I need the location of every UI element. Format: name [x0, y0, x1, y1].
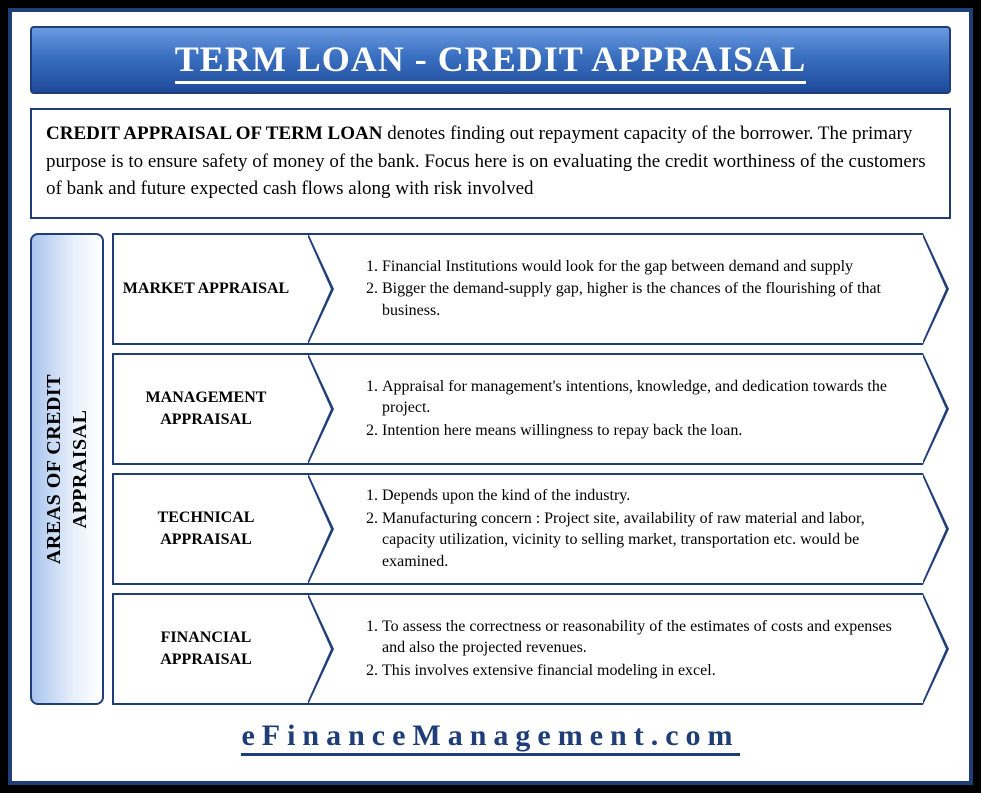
appraisal-body-financial: To assess the correctness or reasonabili…: [308, 593, 923, 705]
appraisal-body-market: Financial Institutions would look for th…: [308, 233, 923, 345]
intro-lead: CREDIT APPRAISAL OF TERM LOAN: [46, 123, 382, 144]
sidebar-label: AREAS OF CREDITAPPRAISAL: [41, 374, 93, 564]
point: Intention here means willingness to repa…: [382, 420, 893, 442]
footer: eFinanceManagement.com: [30, 719, 951, 753]
page-title: TERM LOAN - CREDIT APPRAISAL: [175, 39, 806, 84]
label-text: FINANCIAL APPRAISAL: [122, 627, 290, 670]
appraisal-row: TECHNICAL APPRAISAL Depends upon the kin…: [112, 473, 923, 585]
appraisal-rows: MARKET APPRAISAL Financial Institutions …: [112, 233, 951, 705]
infographic-frame: TERM LOAN - CREDIT APPRAISAL CREDIT APPR…: [8, 8, 973, 785]
point: This involves extensive financial modeli…: [382, 660, 893, 682]
sidebar: AREAS OF CREDITAPPRAISAL: [30, 233, 104, 705]
point: Bigger the demand-supply gap, higher is …: [382, 278, 893, 321]
appraisal-row: MARKET APPRAISAL Financial Institutions …: [112, 233, 923, 345]
point: To assess the correctness or reasonabili…: [382, 616, 893, 659]
content-area: AREAS OF CREDITAPPRAISAL MARKET APPRAISA…: [30, 233, 951, 705]
footer-link[interactable]: eFinanceManagement.com: [241, 719, 739, 756]
title-banner: TERM LOAN - CREDIT APPRAISAL: [30, 26, 951, 94]
appraisal-row: FINANCIAL APPRAISAL To assess the correc…: [112, 593, 923, 705]
appraisal-label-technical: TECHNICAL APPRAISAL: [112, 473, 308, 585]
point: Appraisal for management's intentions, k…: [382, 376, 893, 419]
label-text: TECHNICAL APPRAISAL: [122, 507, 290, 550]
point: Manufacturing concern : Project site, av…: [382, 508, 893, 573]
appraisal-body-technical: Depends upon the kind of the industry. M…: [308, 473, 923, 585]
appraisal-body-management: Appraisal for management's intentions, k…: [308, 353, 923, 465]
point: Depends upon the kind of the industry.: [382, 485, 893, 507]
intro-box: CREDIT APPRAISAL OF TERM LOAN denotes fi…: [30, 108, 951, 219]
appraisal-row: MANAGEMENT APPRAISAL Appraisal for manag…: [112, 353, 923, 465]
point: Financial Institutions would look for th…: [382, 256, 893, 278]
label-text: MARKET APPRAISAL: [123, 278, 289, 300]
appraisal-label-management: MANAGEMENT APPRAISAL: [112, 353, 308, 465]
appraisal-label-financial: FINANCIAL APPRAISAL: [112, 593, 308, 705]
label-text: MANAGEMENT APPRAISAL: [122, 387, 290, 430]
appraisal-label-market: MARKET APPRAISAL: [112, 233, 308, 345]
